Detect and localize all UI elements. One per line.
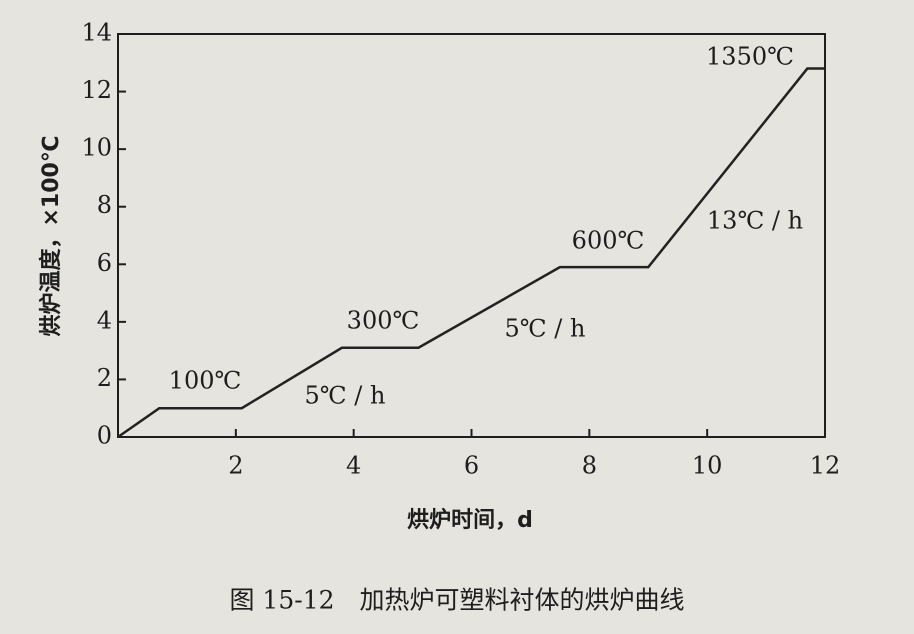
x-axis-label: 烘炉时间，d [407,508,533,533]
caption: 图 15-12 加热炉可塑料衬体的烘炉曲线 [229,586,684,615]
y-axis-label: 烘炉温度，×100℃ [38,136,64,337]
x-tick-label: 4 [346,452,361,480]
x-tick-label: 10 [692,452,723,480]
y-tick-label: 4 [97,306,112,334]
x-tick-label: 12 [810,452,841,480]
y-tick-label: 0 [97,422,112,450]
y-tick-label: 2 [97,364,112,392]
annotation: 5℃ / h [505,315,586,343]
x-tick-label: 2 [228,452,243,480]
x-tick-label: 6 [464,452,479,480]
y-tick-label: 14 [81,19,112,47]
y-tick-label: 6 [97,249,112,277]
y-tick-label: 8 [97,191,112,219]
annotation: 100℃ [169,367,242,395]
annotation: 1350℃ [706,43,794,71]
annotation: 13℃ / h [707,207,803,235]
annotation: 600℃ [572,227,645,255]
annotation: 5℃ / h [305,382,386,410]
line [117,67,825,439]
y-tick-label: 12 [81,76,112,104]
annotation: 300℃ [347,307,420,335]
x-tick-label: 8 [582,452,597,480]
y-tick-label: 10 [81,134,112,162]
